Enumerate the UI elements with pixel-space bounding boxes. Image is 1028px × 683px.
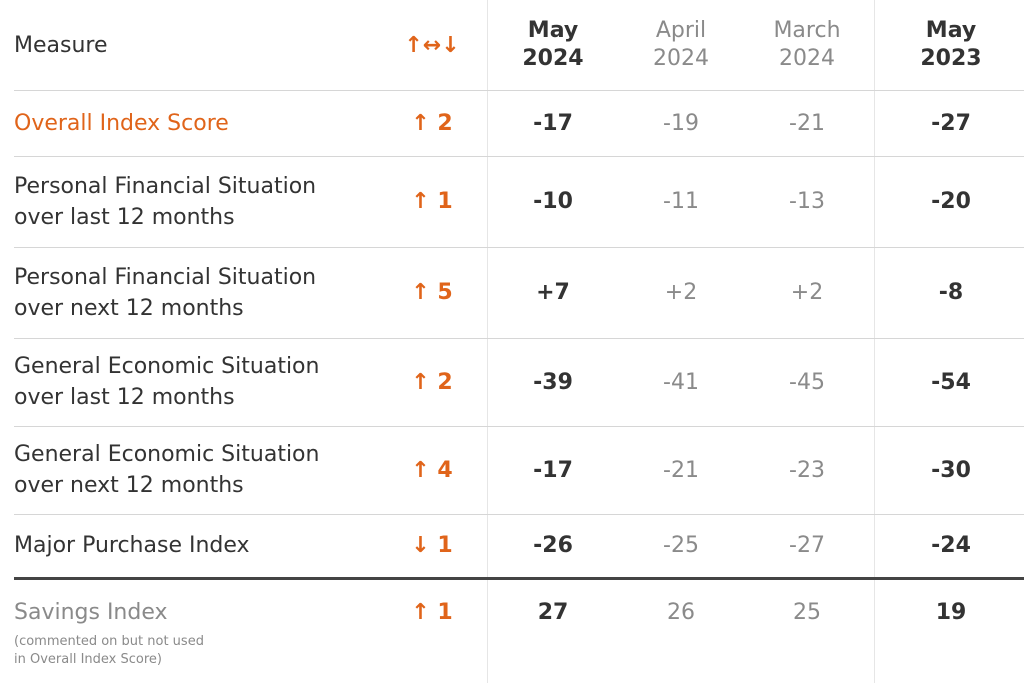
measure-cell: Personal Financial Situation over next 12…: [14, 247, 316, 338]
measure-note: (commented on but not used in Overall In…: [14, 634, 204, 667]
value-cell: -39: [533, 369, 573, 395]
measure-header: Measure: [14, 32, 108, 58]
value-cell: -54: [931, 369, 971, 395]
column-header-line: 2024: [522, 46, 584, 71]
column-header-line: 2023: [920, 46, 982, 71]
row-divider: [14, 338, 1024, 339]
row-divider: [14, 156, 1024, 157]
value-cell: -21: [663, 457, 699, 483]
value-cell: -17: [533, 457, 573, 483]
value-cell: -24: [931, 533, 971, 558]
change-indicator: ↑ 2: [411, 110, 453, 136]
value-cell: -11: [663, 189, 699, 214]
value-cell: -45: [789, 369, 825, 395]
measure-label: Savings Index: [14, 599, 168, 625]
measure-cell: Major Purchase Index: [14, 514, 250, 577]
measure-label: Major Purchase Index: [14, 533, 250, 558]
measure-label: over next 12 months: [14, 295, 244, 321]
measure-cell: General Economic Situation over next 12 m…: [14, 426, 319, 514]
column-divider: [874, 0, 875, 683]
value-cell: 27: [537, 599, 569, 625]
change-indicator: ↑ 1: [411, 599, 453, 625]
column-header-line: April: [655, 18, 707, 43]
change-indicator: ↓ 1: [411, 533, 453, 558]
value-cell: +7: [536, 280, 570, 305]
measure-label: General Economic Situation: [14, 442, 320, 467]
column-header: May 2024: [493, 0, 613, 90]
measure-label: Personal Financial Situation: [14, 173, 317, 199]
value-cell: -10: [533, 189, 573, 214]
change-indicator: ↑ 4: [411, 457, 453, 483]
measure-label: General Economic Situation: [14, 354, 320, 379]
row-divider: [14, 514, 1024, 515]
column-header: May 2023: [891, 0, 1011, 90]
column-header-line: 2024: [653, 46, 709, 71]
value-cell: -23: [789, 457, 825, 483]
column-header-line: March: [773, 18, 841, 43]
measure-label: over last 12 months: [14, 385, 235, 410]
value-cell: -19: [663, 110, 699, 136]
value-cell: 25: [793, 599, 821, 625]
column-header-line: May: [925, 18, 977, 43]
value-cell: -27: [789, 533, 825, 558]
change-indicator: ↑ 5: [411, 280, 453, 305]
measure-cell: Savings Index: [14, 577, 168, 647]
column-header: March 2024: [747, 0, 867, 90]
measure-label: Overall Index Score: [14, 110, 229, 136]
section-divider: [14, 577, 1024, 580]
column-header: April 2024: [621, 0, 741, 90]
value-cell: -26: [533, 533, 573, 558]
value-cell: -21: [789, 110, 825, 136]
measure-label: over last 12 months: [14, 204, 235, 230]
measure-cell: Personal Financial Situation over last 12…: [14, 156, 316, 247]
column-header-line: May: [527, 18, 579, 43]
value-cell: 26: [667, 599, 695, 625]
value-cell: -41: [663, 369, 699, 395]
value-cell: +2: [790, 280, 824, 305]
column-header-line: 2024: [779, 46, 835, 71]
value-cell: -20: [931, 189, 971, 214]
change-header: ↑↔↓: [404, 32, 460, 58]
value-cell: -27: [931, 110, 971, 136]
value-cell: -30: [931, 457, 971, 483]
value-cell: -8: [938, 280, 964, 305]
value-cell: 19: [935, 599, 967, 625]
change-indicator: ↑ 1: [411, 189, 453, 214]
value-cell: +2: [664, 280, 698, 305]
value-cell: -17: [533, 110, 573, 136]
measure-cell: General Economic Situation over last 12 m…: [14, 338, 319, 426]
row-divider: [14, 426, 1024, 427]
measure-label: Personal Financial Situation: [14, 264, 317, 290]
row-divider: [14, 247, 1024, 248]
measure-label: over next 12 months: [14, 473, 244, 498]
change-indicator: ↑ 2: [411, 369, 453, 395]
column-divider: [487, 0, 488, 683]
value-cell: -25: [663, 533, 699, 558]
row-divider: [14, 90, 1024, 91]
value-cell: -13: [789, 189, 825, 214]
measure-cell: Overall Index Score: [14, 90, 229, 156]
